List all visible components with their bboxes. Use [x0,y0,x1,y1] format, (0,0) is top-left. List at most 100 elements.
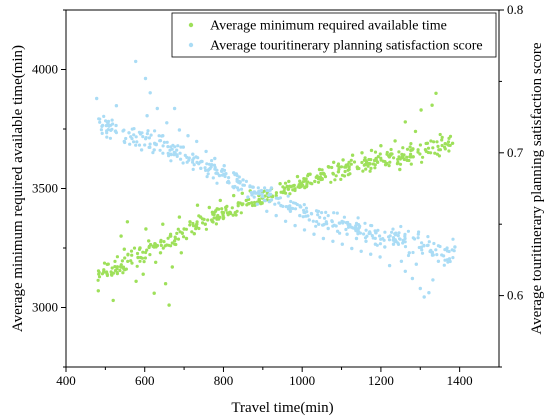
data-point [451,237,455,241]
data-point [371,236,375,240]
data-point [220,167,224,172]
data-point [440,143,444,148]
data-point [403,269,407,273]
data-point [305,210,309,214]
data-point [268,188,272,192]
data-point [356,227,360,231]
data-point [137,130,141,134]
data-point [378,255,382,259]
data-point [339,177,343,181]
data-point [205,175,209,179]
data-point [378,152,382,156]
data-point [192,232,196,236]
data-point [265,209,269,213]
data-point [329,180,333,184]
data-point [98,120,102,124]
data-point [175,154,179,158]
data-point [122,139,127,144]
data-point [195,203,200,207]
data-point [383,230,387,234]
data-point [182,227,186,231]
data-point [341,158,345,162]
data-point [445,246,449,250]
data-point [344,221,348,225]
data-point [106,119,111,124]
data-point [334,174,338,178]
data-point [157,134,161,138]
data-point [423,148,427,152]
data-point [105,131,109,135]
data-point [427,291,431,295]
data-point [199,166,203,170]
data-point [291,206,295,211]
data-point [167,243,171,247]
data-point [151,244,155,248]
data-point [299,182,304,186]
data-point [169,145,173,149]
x-tick-label: 1000 [289,373,315,388]
data-point [332,160,336,164]
data-point [161,151,165,155]
data-point [378,242,382,246]
data-point [159,243,163,247]
data-point [293,207,298,211]
data-point [357,223,361,227]
data-point [180,231,184,235]
data-point [420,251,425,255]
data-point [106,262,110,266]
data-point [152,291,156,295]
tick-labels: 400 600 800 1000 1200 1400 3000 3500 4000 0.6 0.7 0… [10,2,545,416]
data-point [295,202,299,207]
data-point [130,137,134,141]
data-point [346,163,350,167]
data-point [122,247,127,251]
data-point [146,129,150,133]
data-point [443,147,447,151]
data-point [451,256,455,260]
data-point [298,205,302,209]
data-point [406,253,411,258]
data-point [213,167,217,171]
data-point [188,223,192,227]
data-point [170,241,174,245]
data-point [155,243,159,248]
data-point [422,295,426,299]
data-point [364,239,368,243]
data-point [321,223,325,227]
data-point [416,148,420,152]
x-tick-label: 1200 [368,373,394,388]
data-point [207,162,211,166]
data-point [450,141,455,145]
data-point [144,137,148,141]
data-point [369,166,373,170]
data-point [428,249,432,254]
y-tick-label: 4000 [32,62,58,77]
data-point [398,237,402,241]
data-point [387,238,392,242]
data-point [263,199,267,203]
data-point [355,165,359,169]
data-point [220,207,224,211]
data-point [143,143,147,147]
data-point [309,211,313,216]
data-point [393,233,397,237]
data-point [349,225,353,229]
data-point [141,272,145,276]
data-point [132,133,136,137]
data-point [178,151,182,155]
data-point [106,122,110,126]
data-point [126,252,130,256]
data-point [368,169,372,173]
data-point [158,139,162,143]
data-point [215,215,219,219]
data-point [99,128,103,132]
data-point [353,226,357,230]
data-point [376,160,380,164]
data-point [132,140,136,144]
data-point [440,135,444,139]
data-point [438,148,442,152]
data-point [405,147,410,151]
data-point [323,216,327,220]
data-point [176,237,181,241]
x-tick-label: 600 [135,373,155,388]
